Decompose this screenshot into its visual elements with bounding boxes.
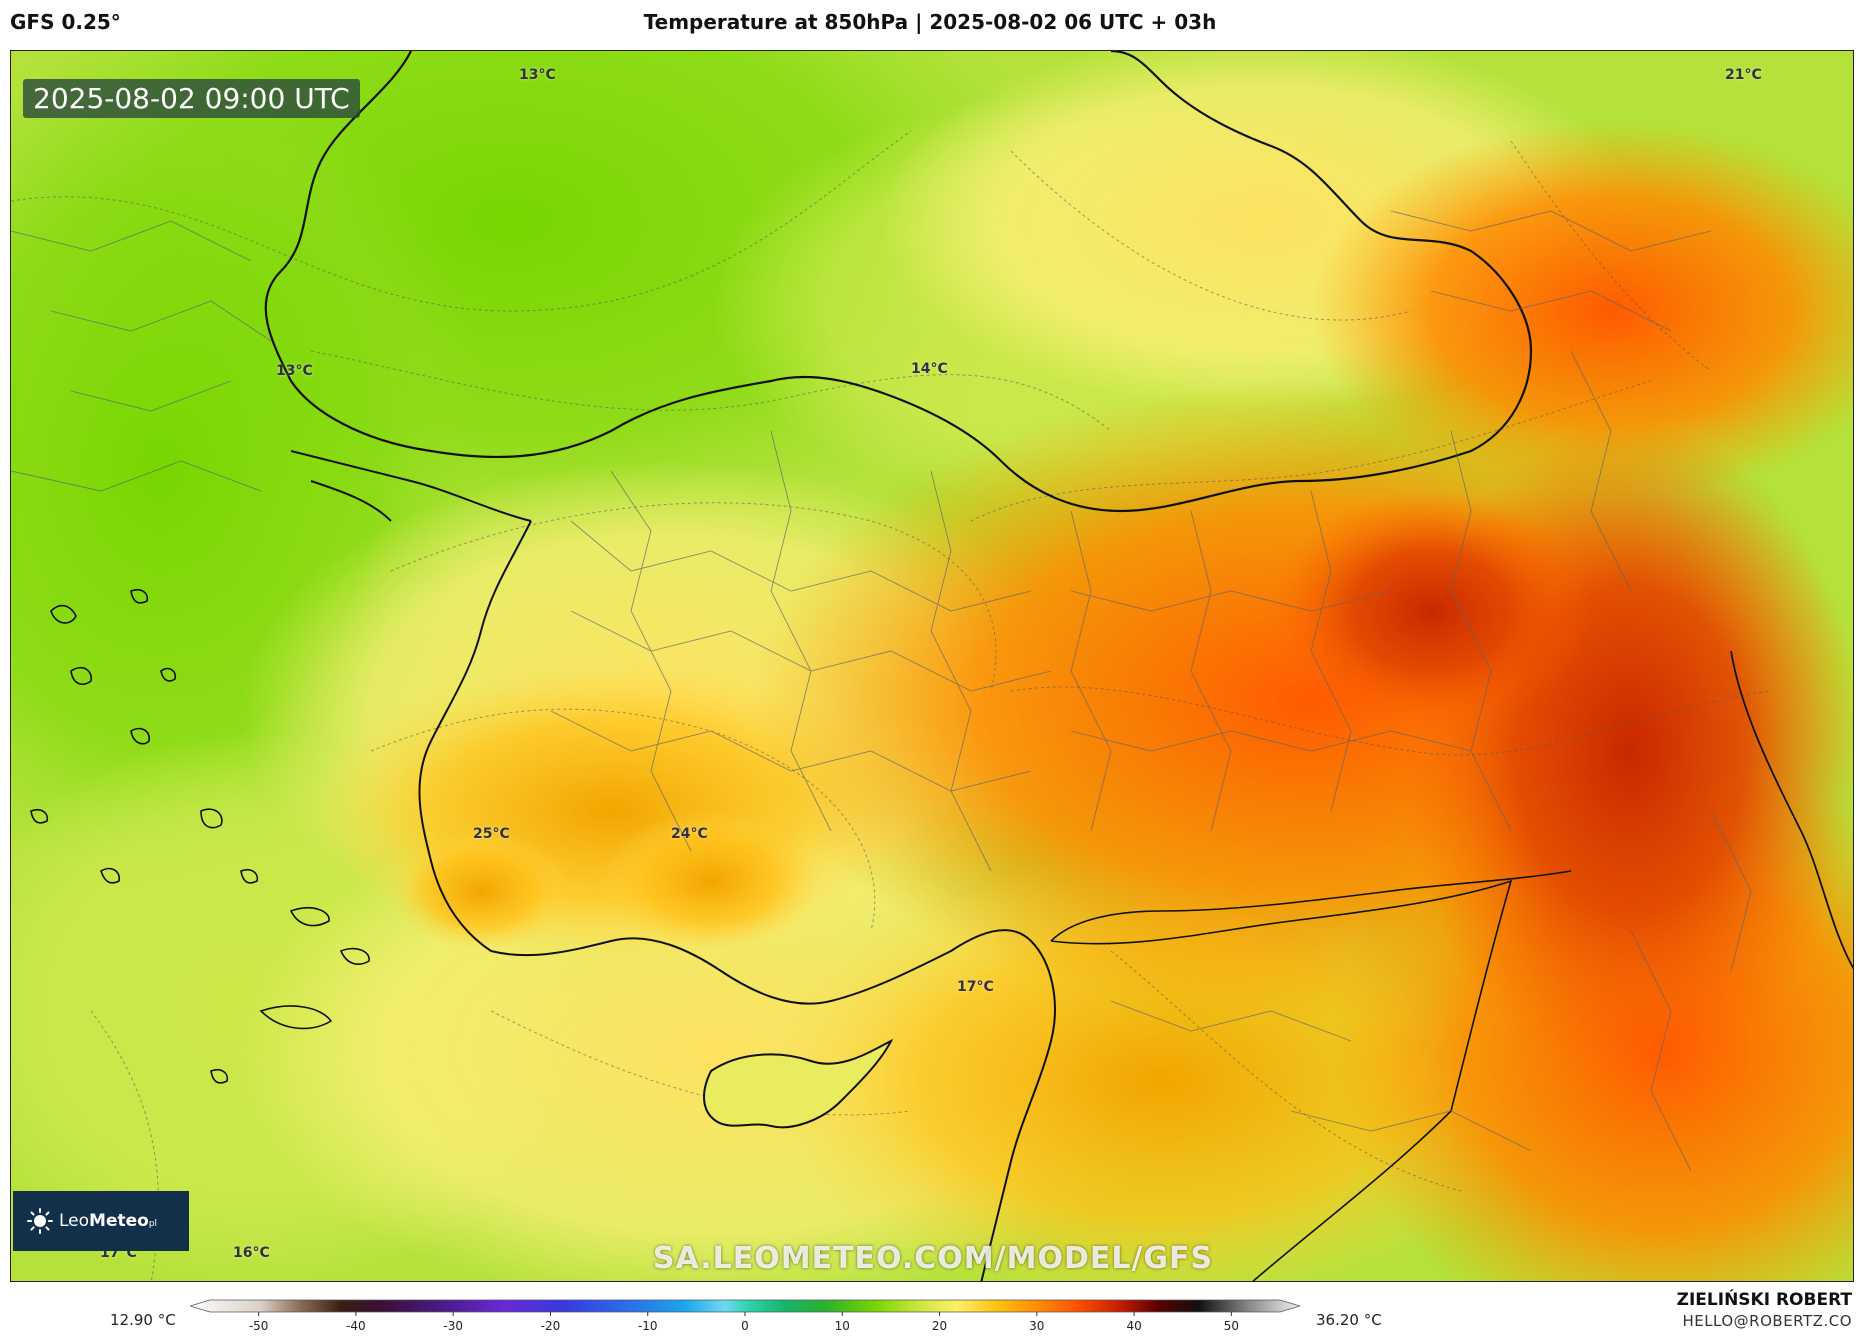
sun-icon — [27, 1208, 53, 1234]
colorbar-tick-label: 20 — [932, 1319, 947, 1333]
admin-borders — [11, 210, 1752, 1172]
leometeo-logo[interactable]: LeoMeteopl — [13, 1191, 189, 1251]
colorbar-tick-label: 40 — [1126, 1319, 1141, 1333]
aegean-coastline — [418, 520, 532, 952]
black-sea-coastline — [264, 51, 1533, 513]
map-title: Temperature at 850hPa | 2025-08-02 06 UT… — [643, 10, 1217, 34]
temperature-map[interactable] — [11, 51, 1854, 1282]
colorbar-max-label: 36.20 °C — [1316, 1311, 1382, 1329]
isotherms — [11, 130, 1772, 1281]
colorbar-tick-label: 10 — [835, 1319, 850, 1333]
aegean-islands — [30, 588, 370, 1084]
temperature-colorbar: -50 -40 -30 -20 -10 0 10 20 30 40 50 — [190, 1299, 1300, 1333]
temp-label-northeast: 21°C — [1725, 67, 1762, 83]
temp-label-black-sea-south: 14°C — [911, 361, 948, 377]
field-anatolia-warm-spot-2 — [601, 811, 821, 951]
colorbar-min-label: 12.90 °C — [110, 1311, 176, 1329]
colorbar-tick-label: -30 — [443, 1319, 463, 1333]
valid-time-badge: 2025-08-02 09:00 UTC — [23, 79, 360, 118]
field-hot-core-2 — [1271, 491, 1591, 731]
colorbar-tick-label: 30 — [1029, 1319, 1044, 1333]
temp-label-west-anatolia: 25°C — [473, 826, 510, 842]
colorbar-tick-label: 0 — [741, 1319, 749, 1333]
turkey-south-border — [1050, 870, 1572, 942]
colorbar-tick-label: -10 — [638, 1319, 658, 1333]
model-name: GFS 0.25° — [10, 10, 121, 34]
author-name: ZIELIŃSKI ROBERT — [1676, 1290, 1852, 1310]
temp-label-south-anatolia: 24°C — [671, 826, 708, 842]
colorbar-tick-label: 50 — [1224, 1319, 1239, 1333]
logo-wordmark: LeoMeteopl — [59, 1211, 158, 1231]
temp-label-east-med: 17°C — [957, 979, 994, 995]
field-anatolia-warm-spot — [391, 831, 571, 951]
colorbar-tick-label: -20 — [541, 1319, 561, 1333]
temp-label-balkans: 13°C — [276, 363, 313, 379]
marmara-coastline — [290, 450, 532, 522]
mediterranean-coastline — [490, 929, 1056, 1281]
cyprus-coastline — [703, 1038, 894, 1129]
temp-label-south-aegean: 16°C — [233, 1245, 270, 1261]
map-panel[interactable]: 2025-08-02 09:00 UTC 13°C 21°C 13°C 14°C… — [10, 50, 1854, 1282]
source-watermark: SA.LEOMETEO.COM/MODEL/GFS — [652, 1241, 1214, 1276]
field-caucasus-orange — [1311, 121, 1853, 501]
syria-iraq-border — [1050, 879, 1513, 1281]
temp-label-black-sea-west: 13°C — [519, 67, 556, 83]
eastern-border — [1730, 650, 1853, 970]
colorbar-tick-label: -40 — [346, 1319, 366, 1333]
colorbar-gradient — [190, 1299, 1300, 1313]
author-credit: ZIELIŃSKI ROBERT HELLO@ROBERTZ.CO — [1677, 1290, 1852, 1330]
colorbar-tick-label: -50 — [249, 1319, 269, 1333]
colorbar-ticks: -50 -40 -30 -20 -10 0 10 20 30 40 50 — [249, 1312, 1239, 1333]
author-email[interactable]: HELLO@ROBERTZ.CO — [1682, 1312, 1852, 1330]
